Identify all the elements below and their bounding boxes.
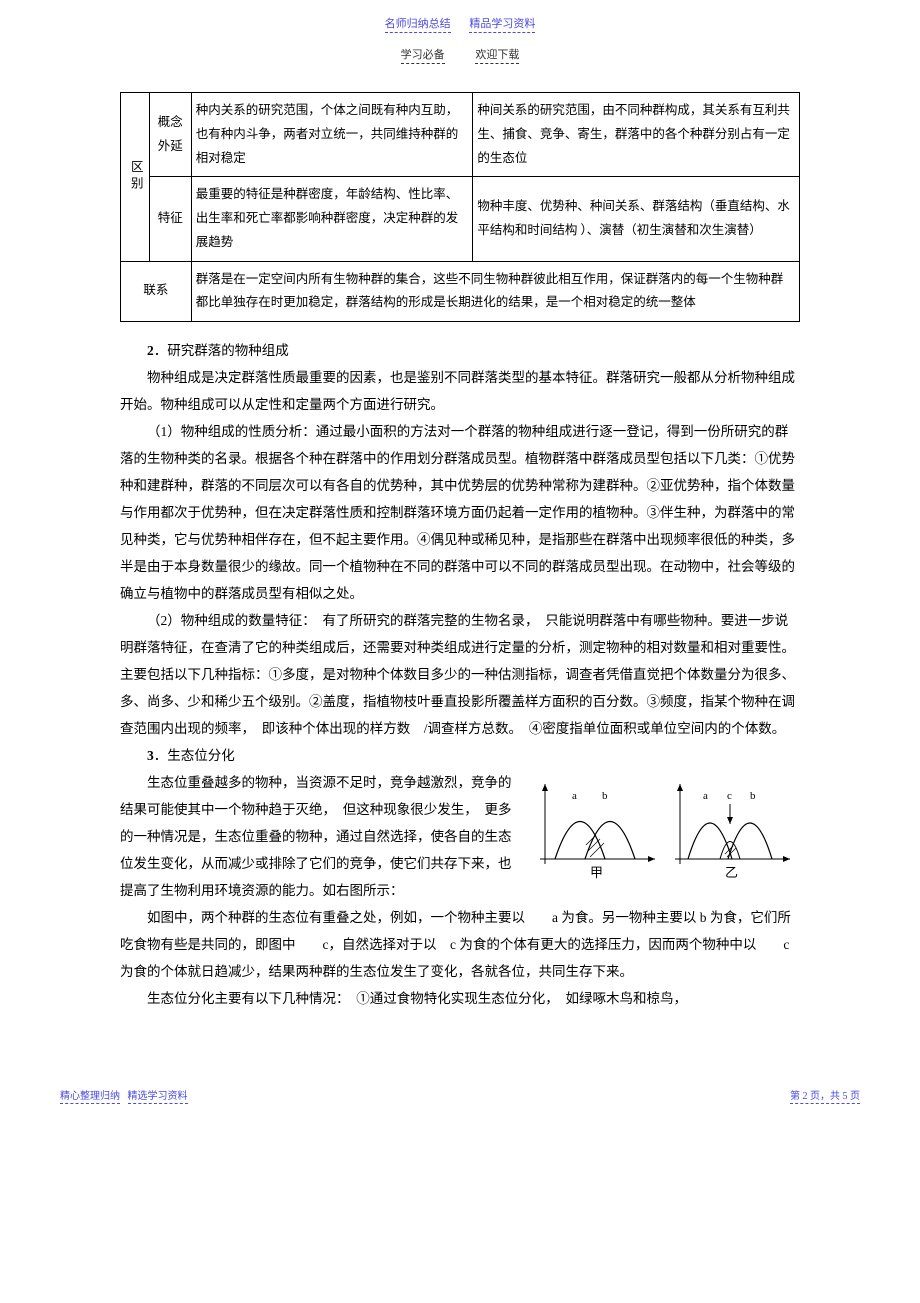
section-title: ．研究群落的物种组成 <box>154 343 289 358</box>
footer-page: 第 2 页，共 5 页 <box>790 1091 860 1104</box>
cell-label-feature: 特征 <box>149 177 191 261</box>
header-top: 名师归纳总结 精品学习资料 <box>0 0 920 31</box>
cell-r3-content: 群落是在一定空间内所有生物种群的集合，这些不同生物种群彼此相互作用，保证群落内的… <box>191 261 799 322</box>
cell-r1-right: 种间关系的研究范围，由不同种群构成，其关系有互利共生、捕食、竞争、寄生，群落中的… <box>473 93 800 177</box>
header-sub-right: 欢迎下载 <box>475 49 519 64</box>
cell-category-diff: 区别 <box>121 93 150 262</box>
cell-label-relation: 联系 <box>121 261 192 322</box>
paragraph: 如图中，两个种群的生态位有重叠之处，例如，一个物种主要以 a 为食。另一物种主要… <box>120 904 800 985</box>
panel-yi: a c b 乙 <box>675 784 790 880</box>
label-b: b <box>602 790 608 802</box>
label-a: a <box>572 790 577 802</box>
section-num: 3 <box>147 748 154 763</box>
cell-r1-left: 种内关系的研究范围，个体之间既有种内互助，也有种内斗争，两者对立统一，共同维持种… <box>191 93 473 177</box>
label-a2: a <box>703 790 708 802</box>
section-title: ．生态位分化 <box>154 748 235 763</box>
section-num: 2 <box>147 343 154 358</box>
cell-r2-right: 物种丰度、优势种、种间关系、群落结构（垂直结构、水平结构和时间结构 ）、演替（初… <box>473 177 800 261</box>
header-top-left: 名师归纳总结 <box>385 18 451 33</box>
footer-right: 第 2 页，共 5 页 <box>790 1087 860 1102</box>
label-jia: 甲 <box>590 865 603 880</box>
cell-label-concept: 概念外延 <box>149 93 191 177</box>
header-top-right: 精品学习资料 <box>469 18 535 33</box>
paragraph: 物种组成是决定群落性质最重要的因素，也是鉴别不同群落类型的基本特征。群落研究一般… <box>120 364 800 418</box>
table-row: 区别 概念外延 种内关系的研究范围，个体之间既有种内互助，也有种内斗争，两者对立… <box>121 93 800 177</box>
page-body: 区别 概念外延 种内关系的研究范围，个体之间既有种内互助，也有种内斗争，两者对立… <box>0 62 920 1072</box>
niche-figure: a b 甲 <box>530 769 800 889</box>
header-sub: 学习必备 欢迎下载 <box>0 31 920 62</box>
table-row: 特征 最重要的特征是种群密度，年龄结构、性比率、出生率和死亡率都影响种群密度，决… <box>121 177 800 261</box>
paragraph: （1）物种组成的性质分析：通过最小面积的方法对一个群落的物种组成进行逐一登记，得… <box>120 418 800 607</box>
footer-left-a: 精心整理归纳 <box>60 1091 120 1104</box>
footer-left: 精心整理归纳 精选学习资料 <box>60 1087 188 1102</box>
label-c: c <box>727 790 732 802</box>
panel-jia: a b 甲 <box>540 784 655 880</box>
table-row: 联系 群落是在一定空间内所有生物种群的集合，这些不同生物种群彼此相互作用，保证群… <box>121 261 800 322</box>
comparison-table: 区别 概念外延 种内关系的研究范围，个体之间既有种内互助，也有种内斗争，两者对立… <box>120 92 800 322</box>
section-heading-2: 2．研究群落的物种组成 <box>120 337 800 364</box>
footer: 精心整理归纳 精选学习资料 第 2 页，共 5 页 <box>0 1087 920 1102</box>
label-yi: 乙 <box>725 865 738 880</box>
cell-r2-left: 最重要的特征是种群密度，年龄结构、性比率、出生率和死亡率都影响种群密度，决定种群… <box>191 177 473 261</box>
main-content: 2．研究群落的物种组成 物种组成是决定群落性质最重要的因素，也是鉴别不同群落类型… <box>120 337 800 1012</box>
paragraph: （2）物种组成的数量特征： 有了所研究的群落完整的生物名录， 只能说明群落中有哪… <box>120 607 800 742</box>
header-sub-left: 学习必备 <box>401 49 445 64</box>
section-heading-3: 3．生态位分化 <box>120 742 800 769</box>
footer-left-b: 精选学习资料 <box>128 1091 188 1104</box>
niche-svg: a b 甲 <box>530 769 800 889</box>
paragraph: 生态位分化主要有以下几种情况： ①通过食物特化实现生态位分化， 如绿啄木鸟和椋鸟… <box>120 985 800 1012</box>
label-b2: b <box>750 790 756 802</box>
